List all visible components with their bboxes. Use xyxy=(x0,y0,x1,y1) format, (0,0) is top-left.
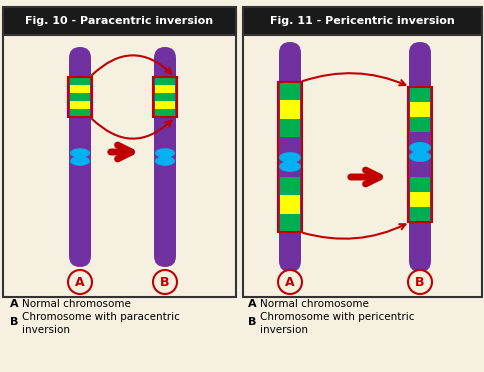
Bar xyxy=(409,102,429,117)
Text: B: B xyxy=(414,276,424,289)
Text: B: B xyxy=(247,317,256,327)
Bar xyxy=(155,101,175,109)
Ellipse shape xyxy=(278,161,301,172)
Bar xyxy=(279,100,300,119)
Bar xyxy=(409,207,429,222)
Bar xyxy=(3,7,236,35)
FancyBboxPatch shape xyxy=(69,47,91,267)
Ellipse shape xyxy=(70,156,90,166)
Bar xyxy=(70,85,90,93)
Circle shape xyxy=(407,270,431,294)
Ellipse shape xyxy=(408,142,430,153)
FancyBboxPatch shape xyxy=(278,42,301,272)
Text: inversion: inversion xyxy=(259,325,307,335)
Bar xyxy=(70,101,90,109)
Bar xyxy=(409,117,429,132)
Bar xyxy=(242,15,481,297)
Text: A: A xyxy=(10,299,18,309)
Ellipse shape xyxy=(155,148,175,158)
Text: Fig. 11 - Pericentric inversion: Fig. 11 - Pericentric inversion xyxy=(269,16,454,26)
FancyBboxPatch shape xyxy=(154,47,176,267)
Text: Normal chromosome: Normal chromosome xyxy=(259,299,368,309)
Bar xyxy=(409,177,429,192)
Bar xyxy=(70,77,90,85)
Text: A: A xyxy=(75,276,85,289)
Ellipse shape xyxy=(155,156,175,166)
Bar xyxy=(409,87,429,102)
Bar xyxy=(155,109,175,117)
Bar xyxy=(409,192,429,207)
Ellipse shape xyxy=(278,152,301,163)
Bar xyxy=(279,177,300,195)
Bar xyxy=(155,85,175,93)
Bar xyxy=(277,82,302,232)
Bar xyxy=(279,119,300,137)
Bar xyxy=(279,82,300,100)
Text: Chromosome with paracentric: Chromosome with paracentric xyxy=(22,312,180,322)
Text: B: B xyxy=(10,317,18,327)
Circle shape xyxy=(152,270,177,294)
Circle shape xyxy=(68,270,92,294)
Bar xyxy=(152,77,177,117)
Ellipse shape xyxy=(70,148,90,158)
Text: Normal chromosome: Normal chromosome xyxy=(22,299,131,309)
Text: inversion: inversion xyxy=(22,325,70,335)
Bar xyxy=(70,93,90,101)
Bar xyxy=(279,195,300,214)
Bar xyxy=(242,7,481,35)
Bar xyxy=(70,109,90,117)
Bar xyxy=(155,77,175,85)
Text: A: A xyxy=(285,276,294,289)
Circle shape xyxy=(277,270,302,294)
Text: A: A xyxy=(247,299,256,309)
Text: Fig. 10 - Paracentric inversion: Fig. 10 - Paracentric inversion xyxy=(25,16,212,26)
Ellipse shape xyxy=(408,151,430,162)
Text: B: B xyxy=(160,276,169,289)
Bar xyxy=(3,15,236,297)
Text: Chromosome with pericentric: Chromosome with pericentric xyxy=(259,312,414,322)
Bar xyxy=(407,87,431,222)
Bar xyxy=(279,214,300,232)
FancyBboxPatch shape xyxy=(408,42,430,272)
Bar xyxy=(68,77,92,117)
Bar xyxy=(155,93,175,101)
